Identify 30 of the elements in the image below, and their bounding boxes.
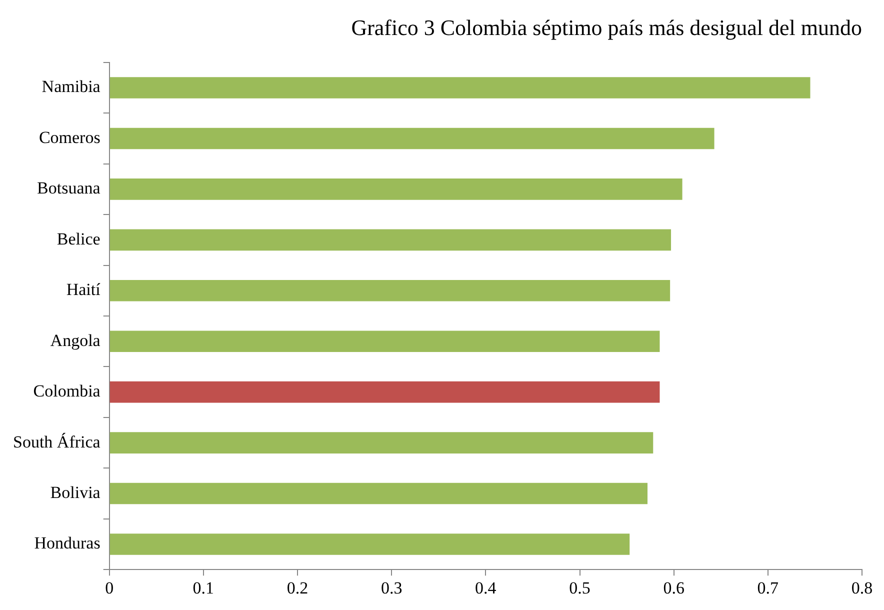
bar	[110, 381, 660, 403]
y-tick-label: Botsuana	[37, 178, 101, 198]
y-tick-label: Angola	[50, 330, 101, 350]
bar	[110, 128, 714, 150]
y-tick-label: Honduras	[34, 534, 100, 553]
bar	[110, 77, 810, 98]
x-tick-label: 0.4	[475, 578, 497, 598]
bar	[110, 432, 654, 454]
y-tick-label: South África	[12, 432, 101, 452]
x-tick-label: 0.2	[286, 578, 308, 598]
x-tick-label: 0.5	[569, 578, 590, 598]
y-tick-label: Namibia	[42, 77, 101, 96]
chart-title: Grafico 3 Colombia séptimo país más desigual del mundo	[351, 14, 862, 40]
bar	[110, 534, 630, 555]
y-tick-label: Comeros	[38, 128, 100, 147]
x-tick-label: 0.3	[380, 578, 402, 598]
y-tick-label: Bolivia	[50, 482, 101, 502]
bar	[110, 280, 670, 302]
y-tick-label: Colombia	[33, 382, 101, 401]
bar	[110, 482, 648, 504]
bar	[110, 178, 682, 200]
y-tick-label: Belice	[56, 229, 100, 248]
x-tick-label: 0	[105, 578, 114, 598]
x-tick-label: 0.7	[757, 578, 780, 598]
x-tick-label: 0.6	[663, 578, 684, 598]
y-tick-label: Haití	[66, 280, 101, 300]
x-tick-label: 0.8	[851, 578, 873, 598]
x-tick-label: 0.1	[192, 578, 214, 598]
bar	[110, 229, 672, 251]
bar	[110, 330, 660, 352]
